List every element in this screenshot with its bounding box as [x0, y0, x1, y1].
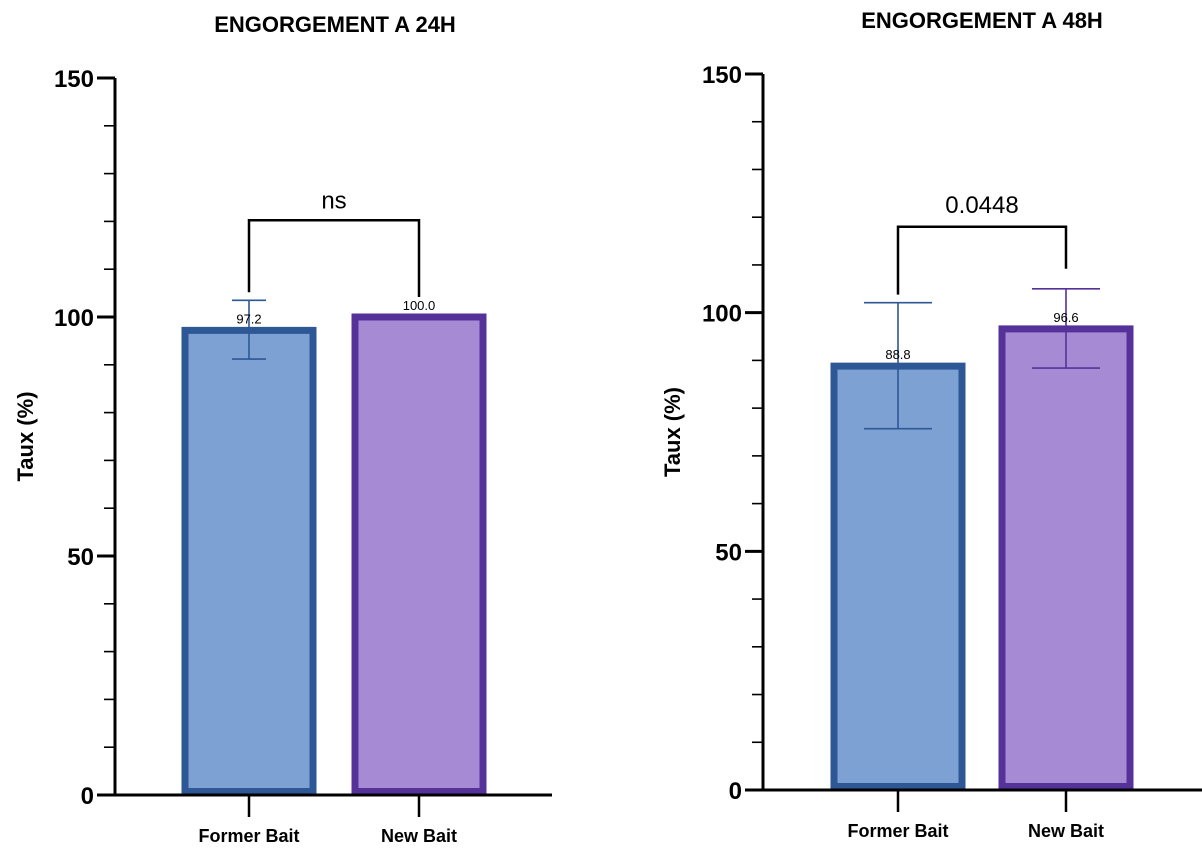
y-tick-label: 50	[715, 539, 742, 566]
y-axis-title: Taux (%)	[13, 391, 38, 481]
x-category-label: New Bait	[1028, 821, 1104, 841]
y-tick-label: 150	[54, 66, 94, 93]
data-label-1: 88.8	[885, 347, 910, 362]
chart-title: ENGORGEMENT A 48H	[861, 8, 1103, 33]
x-category-label: Former Bait	[198, 826, 299, 846]
bar-1	[830, 362, 966, 790]
x-category-label: New Bait	[381, 826, 457, 846]
significance-label: ns	[321, 187, 346, 214]
data-label-1: 97.2	[236, 311, 261, 326]
y-axis-title: Taux (%)	[660, 387, 685, 477]
significance-bracket	[896, 225, 1068, 295]
significance-bracket	[247, 219, 421, 297]
y-tick-label: 150	[702, 62, 742, 89]
chart-title: ENGORGEMENT A 24H	[214, 12, 456, 37]
bar-1	[181, 326, 317, 795]
bar-2	[998, 325, 1134, 790]
data-label-2: 100.0	[403, 298, 436, 313]
y-tick-label: 0	[729, 778, 742, 805]
y-tick-label: 100	[702, 301, 742, 328]
y-tick-label: 100	[54, 305, 94, 332]
y-tick-label: 50	[67, 544, 94, 571]
x-category-label: Former Bait	[847, 821, 948, 841]
bar-2	[351, 313, 487, 795]
chart-panel-2: ENGORGEMENT A 48H Taux (%) 88.8 96.6 0.0448 0…	[660, 8, 1202, 841]
data-label-2: 96.6	[1053, 310, 1078, 325]
significance-label: 0.0448	[945, 192, 1018, 219]
y-tick-label: 0	[81, 783, 94, 810]
chart-panel-1: ENGORGEMENT A 24H Taux (%) 97.2 100.0 ns 0 50 1…	[13, 12, 552, 846]
